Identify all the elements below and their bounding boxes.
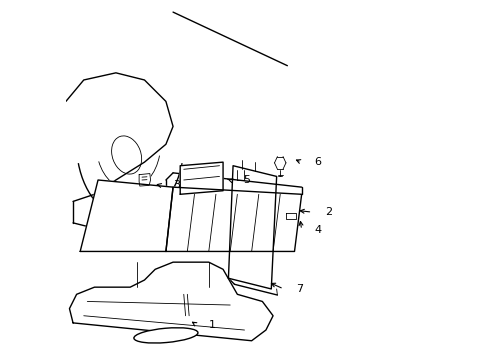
Polygon shape: [165, 187, 301, 251]
Text: 1: 1: [208, 320, 215, 330]
Text: 2: 2: [324, 207, 331, 217]
Text: 7: 7: [296, 284, 303, 294]
Text: 4: 4: [313, 225, 321, 235]
Polygon shape: [285, 213, 296, 219]
Polygon shape: [69, 262, 272, 341]
Text: 6: 6: [313, 157, 321, 167]
Polygon shape: [228, 166, 276, 289]
Text: 5: 5: [242, 175, 249, 185]
Text: 3: 3: [173, 180, 180, 190]
Polygon shape: [180, 162, 223, 194]
Ellipse shape: [134, 328, 198, 343]
Polygon shape: [80, 180, 173, 251]
Polygon shape: [139, 174, 150, 186]
